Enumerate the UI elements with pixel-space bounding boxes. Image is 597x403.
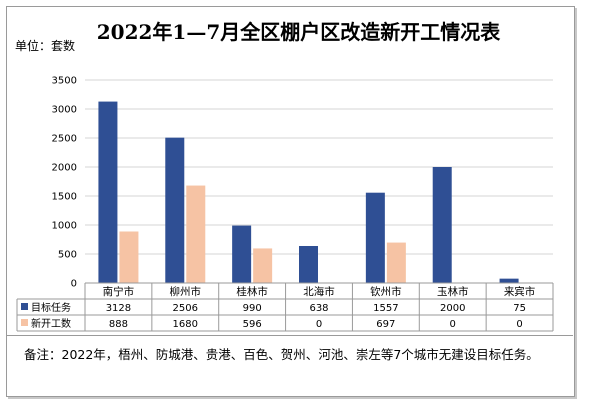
bar-target <box>98 101 118 284</box>
data-value: 75 <box>513 303 526 314</box>
category-label: 钦州市 <box>370 285 402 298</box>
bar-target <box>499 278 519 283</box>
data-value: 2000 <box>440 303 465 314</box>
y-tick-label: 1500 <box>52 192 77 203</box>
note-divider <box>6 335 573 336</box>
category-label: 南宁市 <box>103 285 135 298</box>
chart-title: 2022年1—7月全区棚户区改造新开工情况表 <box>96 20 501 44</box>
bar-started <box>386 242 406 283</box>
data-value: 596 <box>243 319 262 330</box>
y-tick-label: 2000 <box>52 163 77 174</box>
data-value: 1680 <box>173 319 198 330</box>
category-label: 柳州市 <box>170 285 202 298</box>
bar-target <box>299 245 318 283</box>
category-label: 北海市 <box>303 285 335 298</box>
y-tick-label: 1000 <box>52 221 77 232</box>
category-label: 桂林市 <box>236 285 268 298</box>
bar-target <box>165 137 185 283</box>
y-tick-label: 2500 <box>52 134 77 145</box>
legend-swatch <box>21 319 28 326</box>
legend-swatch <box>21 303 28 310</box>
bar-target <box>232 225 252 283</box>
bar-target <box>365 192 385 283</box>
bar-started <box>253 248 273 283</box>
data-value: 990 <box>243 303 262 314</box>
y-tick-label: 3500 <box>52 76 77 87</box>
legend-label: 新开工数 <box>31 317 71 330</box>
category-label: 玉林市 <box>437 285 469 298</box>
y-tick-label: 3000 <box>52 105 77 116</box>
data-value: 697 <box>376 319 395 330</box>
bar-started <box>186 185 206 283</box>
y-tick-label: 500 <box>58 250 77 261</box>
unit-label: 单位：套数 <box>15 39 76 53</box>
data-value: 0 <box>316 319 322 330</box>
data-value: 638 <box>309 303 328 314</box>
data-value: 3128 <box>106 303 131 314</box>
category-label: 来宾市 <box>504 285 536 298</box>
chart-note: 备注：2022年，梧州、防城港、贵港、百色、贺州、河池、崇左等7个城市无建设目标… <box>24 347 539 362</box>
data-value: 888 <box>109 319 128 330</box>
legend-label: 目标任务 <box>31 301 71 314</box>
bar-target <box>432 167 452 283</box>
y-tick-label: 0 <box>71 279 77 290</box>
data-value: 2506 <box>173 303 198 314</box>
bar-started <box>119 231 139 283</box>
data-value: 0 <box>450 319 456 330</box>
data-value: 1557 <box>373 303 398 314</box>
data-value: 0 <box>516 319 522 330</box>
